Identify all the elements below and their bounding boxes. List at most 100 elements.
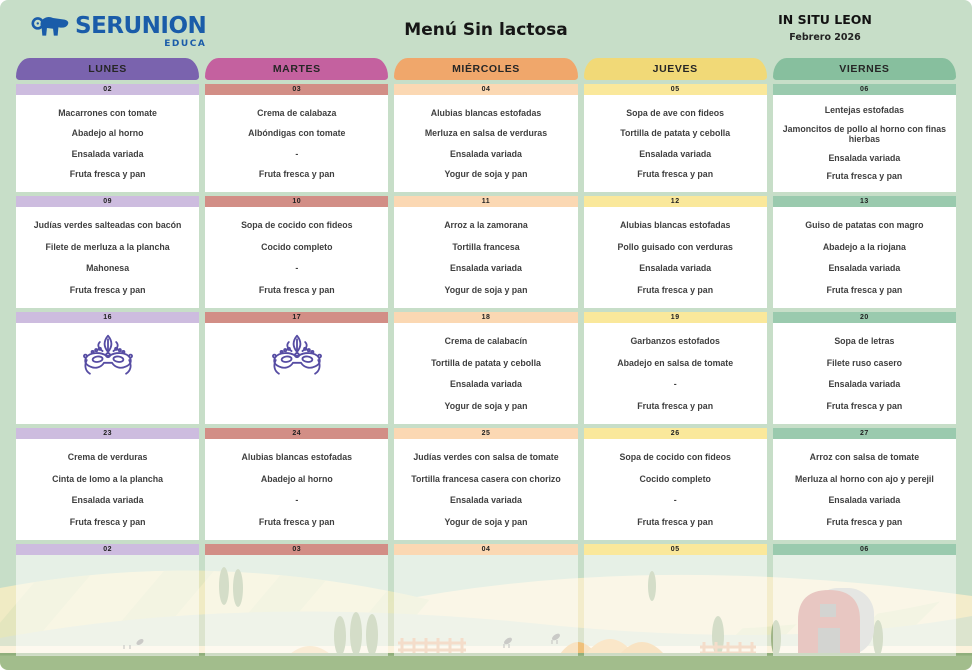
menu-cell-week2-lunes: 09 Judías verdes salteadas con bacón Filet… xyxy=(16,196,200,308)
menu-cell-week1-lunes: 02 Macarrones con tomate Abadejo al horno E… xyxy=(16,84,200,192)
ram-icon xyxy=(31,16,69,36)
menu-item: - xyxy=(673,495,677,506)
menu-items: Alubias blancas estofadas Pollo guisado c… xyxy=(583,207,767,308)
menu-item: Filete de merluza a la plancha xyxy=(45,241,170,252)
menu-items: Crema de calabacín Tortilla de patata y c… xyxy=(394,323,578,424)
menu-items: Guiso de patatas con magro Abadejo a la r… xyxy=(772,207,956,308)
menu-item: Ensalada variada xyxy=(639,263,712,274)
menu-item: Abadejo al horno xyxy=(260,473,333,484)
menu-item: Fruta fresca y pan xyxy=(258,516,335,527)
menu-item: Fruta fresca y pan xyxy=(826,171,903,182)
menu-cell-week3-viernes: 20 Sopa de letras Filete ruso casero Ensala… xyxy=(772,312,956,424)
menu-item: - xyxy=(295,495,299,506)
day-header-lunes: LUNES xyxy=(16,58,200,80)
menu-item: Crema de calabaza xyxy=(257,107,337,118)
date-badge: 05 xyxy=(583,84,767,95)
brand-text: SERUNION EDUCA xyxy=(75,13,207,50)
menu-item: Cinta de lomo a la plancha xyxy=(52,473,164,484)
serunion-logo: SERUNION EDUCA xyxy=(30,13,207,50)
menu-item: Cocido completo xyxy=(261,241,333,252)
menu-items xyxy=(394,555,578,656)
date-badge: 26 xyxy=(583,428,767,439)
menu-item: Filete ruso casero xyxy=(826,357,903,368)
menu-calendar: LUNES MARTES MIÉRCOLES JUEVES VIERNES 02 Macar… xyxy=(0,58,972,656)
date-badge: 24 xyxy=(205,428,389,439)
menu-items: Crema de calabaza Albóndigas con tomate - F… xyxy=(205,95,389,192)
page-title: Menú Sin lactosa xyxy=(404,20,568,40)
menu-items: Judías verdes con salsa de tomate Tortill… xyxy=(394,439,578,540)
menu-item: - xyxy=(295,263,299,274)
menu-item: Alubias blancas estofadas xyxy=(241,452,353,463)
site-name: IN SITU LEON xyxy=(778,12,872,27)
menu-items: Crema de verduras Cinta de lomo a la plan… xyxy=(16,439,200,540)
date-badge: 19 xyxy=(583,312,767,323)
menu-item: Garbanzos estofados xyxy=(630,336,720,347)
menu-cell-week4-lunes: 23 Crema de verduras Cinta de lomo a la pl… xyxy=(16,428,200,540)
menu-item: Ensalada variada xyxy=(450,263,522,274)
menu-item: Arroz con salsa de tomate xyxy=(809,452,920,463)
menu-items xyxy=(205,555,389,656)
menu-item: - xyxy=(673,379,677,390)
menu-items: Lentejas estofadas Jamoncitos de pollo al… xyxy=(772,95,956,192)
date-badge: 02 xyxy=(16,544,200,555)
date-badge: 05 xyxy=(583,544,767,555)
menu-cell-week4-miercoles: 25 Judías verdes con salsa de tomate Torti… xyxy=(394,428,578,540)
date-badge: 04 xyxy=(394,544,578,555)
menu-item: Fruta fresca y pan xyxy=(258,284,335,295)
date-badge: 09 xyxy=(16,196,200,207)
menu-item: Judías verdes salteadas con bacón xyxy=(33,220,182,231)
menu-items: Sopa de ave con fideos Tortilla de patata… xyxy=(583,95,767,192)
menu-item: Ensalada variada xyxy=(71,495,144,506)
menu-item: Fruta fresca y pan xyxy=(637,516,714,527)
menu-cell-week5-viernes: 06 xyxy=(772,544,956,656)
site-month: Febrero 2026 xyxy=(789,32,861,43)
menu-item: Ensalada variada xyxy=(71,148,144,159)
date-badge: 16 xyxy=(16,312,200,323)
menu-item: Fruta fresca y pan xyxy=(69,284,146,295)
menu-item: Ensalada variada xyxy=(450,495,522,506)
menu-items: Sopa de cocido con fideos Cocido completo… xyxy=(583,439,767,540)
menu-cell-week3-miercoles: 18 Crema de calabacín Tortilla de patata y… xyxy=(394,312,578,424)
menu-item: Abadejo a la riojana xyxy=(822,241,906,252)
date-badge: 12 xyxy=(583,196,767,207)
menu-cell-week1-miercoles: 04 Alubias blancas estofadas Merluza en sa… xyxy=(394,84,578,192)
menu-items: Sopa de letras Filete ruso casero Ensalada… xyxy=(772,323,956,424)
menu-item: Yogur de soja y pan xyxy=(444,284,528,295)
menu-item: Cocido completo xyxy=(639,473,711,484)
menu-items: Macarrones con tomate Abadejo al horno Ens… xyxy=(16,95,200,192)
menu-item: Merluza al horno con ajo y perejil xyxy=(794,473,934,484)
menu-item: Fruta fresca y pan xyxy=(69,516,146,527)
menu-item: Tortilla francesa casera con chorizo xyxy=(411,473,561,484)
menu-item: Macarrones con tomate xyxy=(58,107,157,118)
menu-cell-week4-martes: 24 Alubias blancas estofadas Abadejo al ho… xyxy=(205,428,389,540)
menu-items xyxy=(583,555,767,656)
menu-cell-week3-jueves: 19 Garbanzos estofados Abadejo en salsa de… xyxy=(583,312,767,424)
menu-cell-week1-viernes: 06 Lentejas estofadas Jamoncitos de pollo … xyxy=(772,84,956,192)
menu-item: Crema de verduras xyxy=(67,452,148,463)
menu-item: Ensalada variada xyxy=(828,379,901,390)
menu-items xyxy=(772,555,956,656)
menu-cell-week3-martes: 17 xyxy=(205,312,389,424)
day-header-martes: MARTES xyxy=(205,58,389,80)
menu-cell-week1-jueves: 05 Sopa de ave con fideos Tortilla de pata… xyxy=(583,84,767,192)
menu-items: Arroz con salsa de tomate Merluza al horn… xyxy=(772,439,956,540)
menu-item: Yogur de soja y pan xyxy=(444,516,528,527)
menu-item: Sopa de letras xyxy=(834,336,895,347)
site-info: IN SITU LEON Febrero 2026 xyxy=(720,12,930,43)
menu-item: Tortilla de patata y cebolla xyxy=(431,357,541,368)
menu-items xyxy=(205,323,389,424)
menu-item: Tortilla francesa xyxy=(452,241,520,252)
menu-item: Fruta fresca y pan xyxy=(826,516,903,527)
menu-item: Merluza en salsa de verduras xyxy=(424,128,548,139)
menu-item: Sopa de cocido con fideos xyxy=(241,220,353,231)
menu-items: Judías verdes salteadas con bacón Filete … xyxy=(16,207,200,308)
date-badge: 23 xyxy=(16,428,200,439)
menu-item: Judías verdes con salsa de tomate xyxy=(413,452,559,463)
menu-items xyxy=(16,555,200,656)
date-badge: 06 xyxy=(772,544,956,555)
menu-item: Ensalada variada xyxy=(450,148,522,159)
menu-item: Alubias blancas estofadas xyxy=(430,107,542,118)
brand-name: SERUNION xyxy=(75,13,207,39)
date-badge: 04 xyxy=(394,84,578,95)
